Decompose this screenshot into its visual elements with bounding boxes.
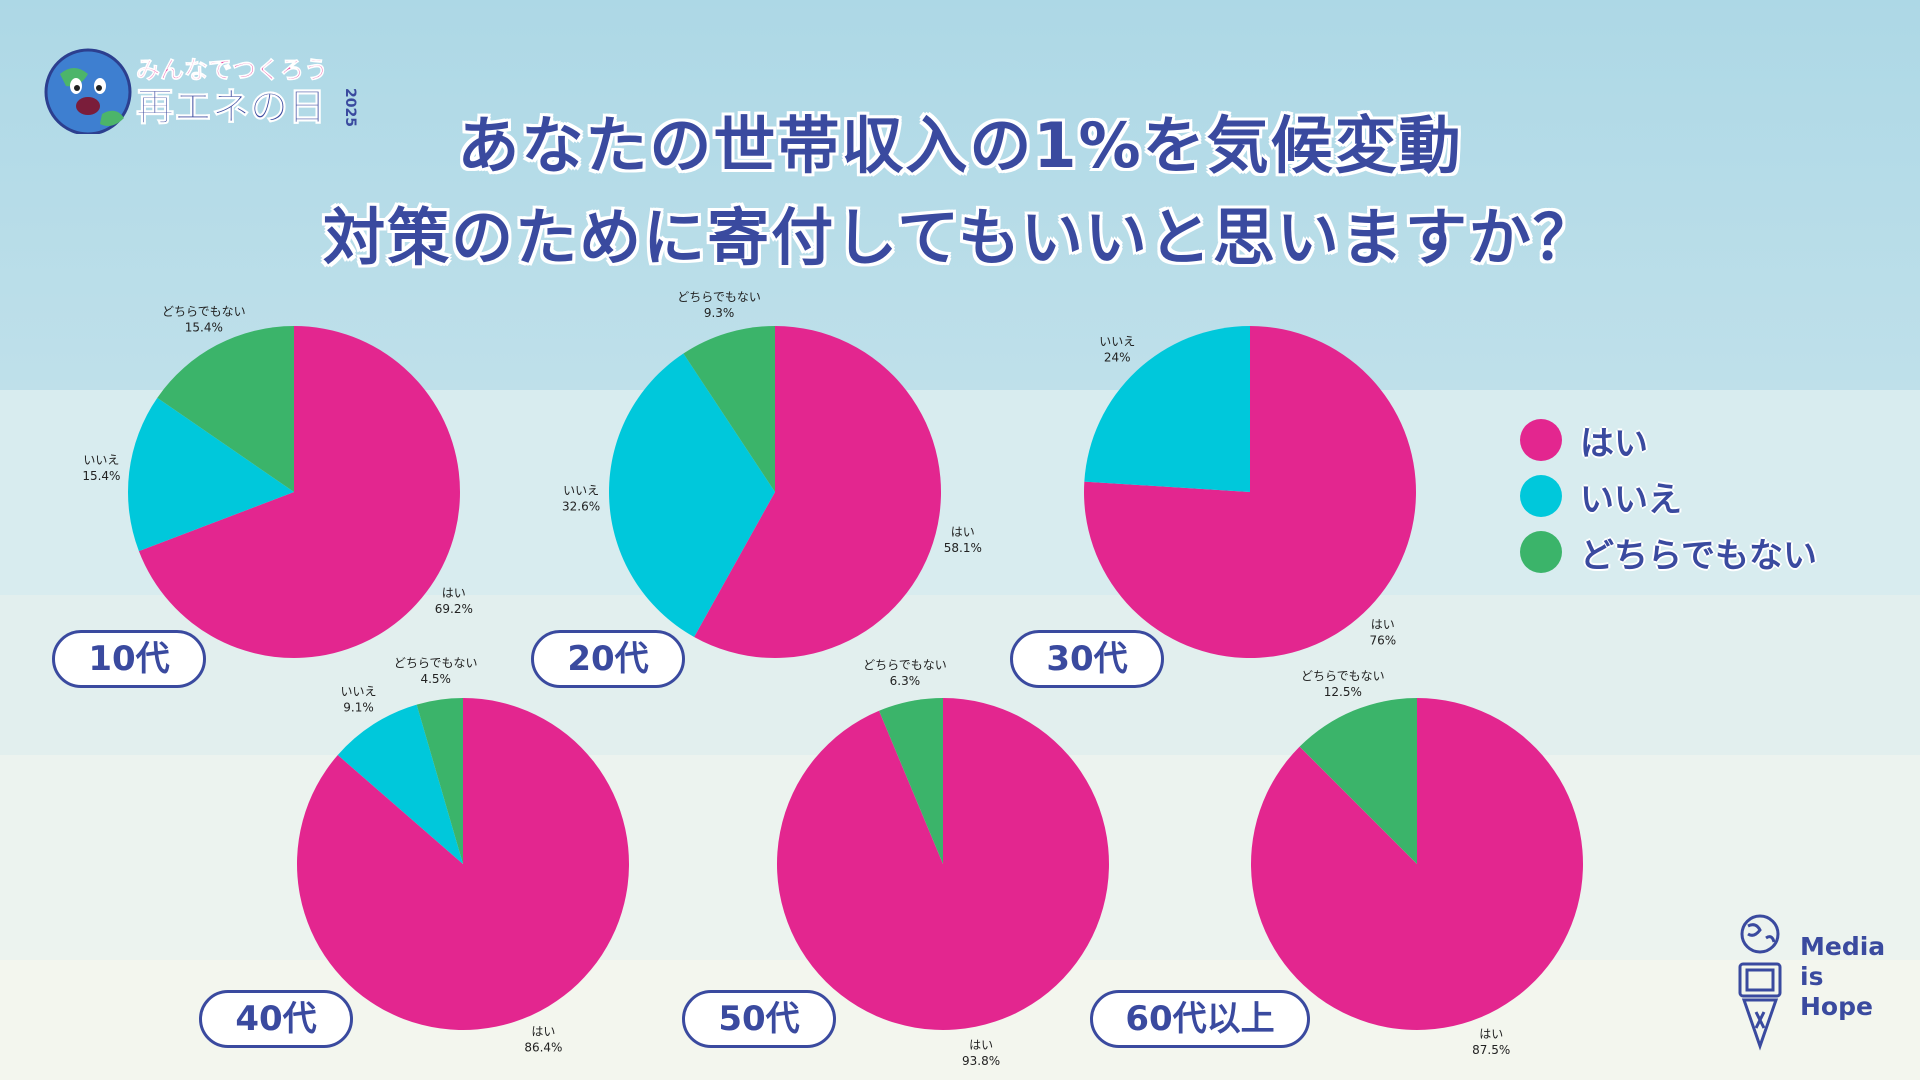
pie-5-value-neither: 12.5% <box>1324 685 1362 699</box>
globe-torch-icon <box>1738 914 1782 1051</box>
pie-0-slice-yes <box>138 326 461 659</box>
pie-0-label-no: いいえ <box>83 453 119 467</box>
pie-2-value-yes: 76% <box>1369 633 1396 647</box>
pie-5-value-yes: 87.5% <box>1472 1043 1510 1057</box>
legend-item-neither: どちらでもない <box>1520 524 1817 580</box>
pie-5-slice-neither <box>1299 698 1417 864</box>
pie-3-value-neither: 4.5% <box>420 672 451 686</box>
legend-label-neither: どちらでもない <box>1580 535 1817 576</box>
pie-1-value-neither: 9.3% <box>704 306 735 320</box>
pie-3-label-yes: はい <box>531 1025 555 1039</box>
brand-line-3: Hope <box>1800 992 1873 1021</box>
legend-swatch-neither <box>1520 531 1562 573</box>
pie-0-slice-neither <box>157 326 294 492</box>
media-is-hope-logo <box>1738 914 1782 1051</box>
pie-1-slice-neither <box>683 326 775 492</box>
pie-1-value-no: 32.6% <box>562 499 600 513</box>
age-label-20s: 20代 <box>531 630 685 688</box>
pie-4-value-yes: 93.8% <box>962 1054 1000 1068</box>
pie-4-slice-yes <box>776 698 1109 1030</box>
pie-2-label-yes: はい <box>1371 617 1395 631</box>
pie-1-value-yes: 58.1% <box>944 541 982 555</box>
title-line-1: あなたの世帯収入の1%を気候変動 <box>457 109 1463 182</box>
legend-label-yes: はい <box>1580 423 1648 464</box>
pie-2-slice-no <box>1084 326 1250 492</box>
pie-4-label-yes: はい <box>969 1038 993 1052</box>
pie-0-value-yes: 69.2% <box>435 602 473 616</box>
legend: はい いいえ どちらでもない <box>1520 412 1817 580</box>
pie-0-slice-no <box>127 397 295 552</box>
pie-4-label-neither: どちらでもない <box>863 658 947 672</box>
brand-line-2: is <box>1800 962 1824 991</box>
pie-1-label-no: いいえ <box>563 483 599 497</box>
pie-3-label-no: いいえ <box>340 685 376 699</box>
brand-line-1: Media <box>1800 932 1886 961</box>
age-label-30s: 30代 <box>1010 630 1164 688</box>
pie-3-label-neither: どちらでもない <box>394 656 478 670</box>
legend-item-no: いいえ <box>1520 468 1817 524</box>
pie-1-label-neither: どちらでもない <box>677 290 761 304</box>
legend-swatch-yes <box>1520 419 1562 461</box>
pie-1-slice-yes <box>694 326 942 659</box>
age-label-40s: 40代 <box>199 990 353 1048</box>
pie-3-value-no: 9.1% <box>343 701 374 715</box>
pie-0-value-no: 15.4% <box>82 469 120 483</box>
pie-4-value-neither: 6.3% <box>890 674 921 688</box>
pie-1-label-yes: はい <box>951 525 975 539</box>
age-label-60s-plus: 60代以上 <box>1090 990 1310 1048</box>
legend-label-no: いいえ <box>1580 479 1682 520</box>
pie-3-slice-no <box>337 704 463 864</box>
logo-year: 2025 <box>342 88 358 127</box>
pie-0-label-yes: はい <box>442 586 466 600</box>
logo-text-line1: みんなでつくろう <box>136 56 328 84</box>
pie-5-slice-yes <box>1250 698 1583 1030</box>
age-label-10s: 10代 <box>52 630 206 688</box>
pie-3-value-yes: 86.4% <box>524 1041 562 1055</box>
pie-0-value-neither: 15.4% <box>185 320 223 334</box>
pie-3-slice-yes <box>296 698 629 1031</box>
pie-2-value-no: 24% <box>1104 351 1131 365</box>
logo-text-line2: 再エネの日 <box>136 85 326 129</box>
brand-name: Media is Hope <box>1800 932 1885 1022</box>
pie-5-label-neither: どちらでもない <box>1301 669 1385 683</box>
age-label-50s: 50代 <box>682 990 836 1048</box>
pie-1-slice-no <box>609 353 775 637</box>
pie-2-slice-yes <box>1084 326 1417 659</box>
pie-4-slice-neither <box>879 698 943 864</box>
pie-0-label-neither: どちらでもない <box>162 304 246 318</box>
legend-swatch-no <box>1520 475 1562 517</box>
legend-item-yes: はい <box>1520 412 1817 468</box>
pie-2-label-no: いいえ <box>1099 335 1135 349</box>
pie-5-label-yes: はい <box>1479 1027 1503 1041</box>
page-title: あなたの世帯収入の1%を気候変動 対策のために寄付してもいいと思いますか？ <box>180 100 1740 284</box>
title-line-2: 対策のために寄付してもいいと思いますか？ <box>323 201 1597 274</box>
pie-3-slice-neither <box>416 698 463 864</box>
event-logo: みんなでつくろう 再エネの日 2025 <box>44 48 358 134</box>
